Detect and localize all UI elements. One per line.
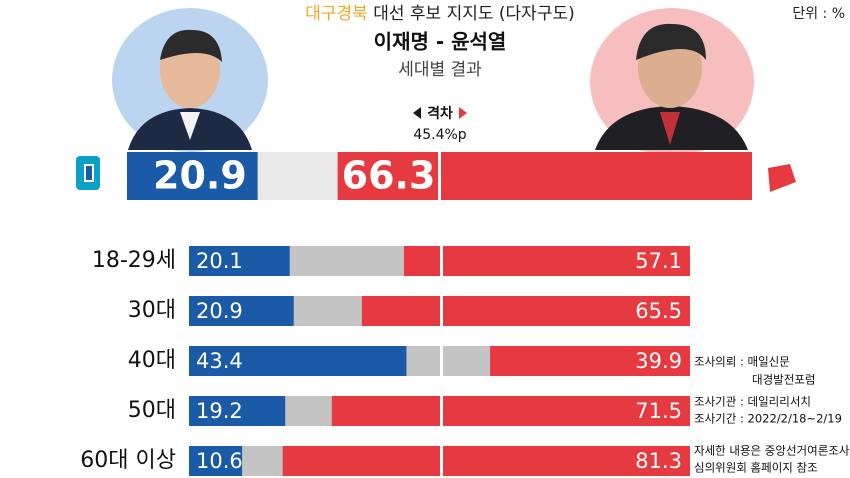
note: 대경발전포럼 [752,373,815,387]
value-label: 57.1 [635,249,682,273]
category-label: 50대 [128,398,176,423]
candidate-photo-right [590,8,754,156]
category-label: 18-29세 [92,248,176,273]
value-label: 65.5 [635,299,682,323]
value-label: 10.6 [196,449,243,473]
bar [189,446,243,476]
value-label: 39.9 [635,349,682,373]
title-text: 대선 후보 지지도 (다자구도) [368,4,575,24]
note: 조사기간 : 2022/2/18~2/19 [694,412,842,426]
note: 조사의뢰 : 매일신문 [694,355,790,369]
category-label: 30대 [128,298,176,323]
bar [189,296,294,326]
bar [189,246,290,276]
title-highlight: 대구경북 [305,4,368,24]
value-label: 66.3 [342,154,436,198]
bar [189,396,286,426]
value-label: 71.5 [635,399,682,423]
gap-label: 격차 [427,105,453,122]
value-label: 19.2 [196,399,243,423]
value-label: 43.4 [196,349,243,373]
bar [337,152,752,200]
subtitle2: 세대별 결과 [398,60,482,80]
subtitle: 이재명 - 윤석열 [374,30,507,54]
value-label: 20.9 [153,154,247,198]
value-label: 20.9 [196,299,243,323]
note: 조사기관 : 데일리리서치 [694,395,811,409]
bar [127,152,258,200]
category-label: 40대 [128,348,176,373]
value-label: 20.1 [196,249,243,273]
party-icon-left [76,156,100,190]
category-label: 60대 이상 [80,448,176,473]
bar [331,396,690,426]
arrow-right [459,107,467,119]
note: 자세한 내용은 중앙선거여론조사 [694,444,850,458]
party-icon-right [768,164,796,192]
gap-value: 45.4%p [413,127,466,143]
value-label: 81.3 [635,449,682,473]
bar [403,246,690,276]
title: 대구경북 대선 후보 지지도 (다자구도) [305,4,574,24]
bar [490,346,690,376]
bar [361,296,690,326]
candidate-photo-left [112,8,268,152]
unit: 단위 : % [792,6,845,22]
note: 심의위원회 홈페이지 참조 [694,461,818,475]
bar [282,446,690,476]
bar [189,346,407,376]
arrow-left [413,107,421,119]
